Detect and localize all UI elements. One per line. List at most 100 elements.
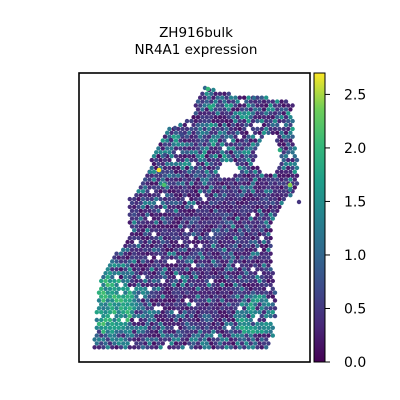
spot-marker (110, 298, 115, 303)
spot-marker (200, 107, 205, 112)
spot-marker (268, 274, 273, 280)
spot-marker (257, 341, 262, 346)
spot-marker (162, 274, 168, 280)
spot-marker (154, 189, 159, 194)
spot-marker (264, 173, 269, 178)
spot-marker (151, 247, 157, 252)
spot-marker (184, 220, 190, 225)
spot-marker (266, 177, 271, 182)
spot-marker (242, 282, 247, 288)
spot-marker (145, 235, 150, 241)
spot-marker (248, 200, 253, 206)
spot-marker (134, 310, 139, 315)
spot-marker (233, 345, 238, 350)
spot-marker (202, 111, 207, 116)
spot-marker (275, 177, 280, 182)
spot-marker (158, 274, 163, 280)
spot-marker (220, 321, 225, 327)
spot-marker (233, 118, 238, 124)
spot-marker (149, 259, 154, 264)
spot-marker (182, 185, 187, 190)
spot-marker (99, 278, 104, 284)
spot-marker (206, 345, 212, 350)
spot-marker (200, 154, 205, 159)
spot-marker (266, 325, 271, 330)
spot-marker (171, 243, 176, 249)
spot-marker (226, 193, 231, 198)
spot-marker (187, 271, 192, 276)
spot-marker (283, 130, 289, 135)
spot-marker (132, 313, 137, 319)
spot-marker (255, 290, 260, 295)
spot-marker (147, 278, 152, 284)
spot-marker (193, 251, 198, 256)
spot-marker (235, 224, 240, 229)
spot-marker (235, 294, 240, 299)
spot-marker (191, 271, 196, 276)
spot-marker (228, 189, 234, 194)
spot-marker (231, 177, 236, 182)
spot-marker (211, 251, 216, 256)
spot-marker (116, 271, 122, 276)
spot-marker (132, 290, 137, 295)
spot-marker (213, 169, 218, 174)
spot-marker (215, 134, 220, 139)
spot-marker (136, 329, 141, 334)
spot-marker (202, 337, 207, 342)
spot-marker (215, 235, 220, 241)
spot-marker (180, 157, 185, 163)
spot-marker (270, 200, 275, 206)
spot-marker (202, 220, 207, 225)
spot-marker (272, 173, 278, 178)
spot-marker (147, 302, 152, 307)
spot-marker (235, 325, 240, 330)
spot-marker (283, 161, 289, 167)
spot-marker (184, 165, 190, 171)
spot-marker (220, 337, 225, 342)
spot-marker (169, 333, 174, 338)
spot-marker (202, 134, 207, 139)
spot-marker (193, 134, 198, 139)
spot-marker (173, 317, 179, 323)
spot-marker (140, 345, 146, 350)
spot-marker (211, 134, 216, 139)
spot-marker (162, 321, 168, 327)
spot-marker (171, 329, 176, 334)
spot-marker (143, 232, 148, 237)
spot-marker (180, 196, 185, 202)
spot-marker (231, 224, 236, 229)
spot-marker (272, 306, 278, 311)
spot-marker (281, 181, 286, 186)
spot-marker (173, 263, 179, 268)
spot-marker (178, 224, 183, 229)
spot-marker (270, 294, 275, 299)
spot-marker (176, 157, 181, 163)
spot-marker (156, 286, 161, 291)
spot-marker (261, 99, 267, 104)
spot-marker (235, 115, 240, 120)
spot-marker (118, 306, 124, 311)
spot-marker (255, 259, 260, 264)
spot-marker (178, 138, 183, 143)
spot-marker (123, 313, 128, 319)
spot-marker (279, 185, 284, 190)
spot-marker (136, 321, 141, 327)
spot-marker (259, 298, 264, 303)
spot-marker (211, 196, 216, 202)
spot-marker (264, 267, 269, 272)
spot-marker (156, 232, 161, 237)
spot-marker (162, 228, 168, 233)
spot-marker (193, 267, 198, 272)
spot-marker (294, 165, 300, 171)
spot-marker (191, 200, 196, 206)
spot-marker (209, 224, 214, 229)
spot-marker (246, 220, 251, 225)
spot-marker (200, 341, 205, 346)
spot-marker (195, 115, 201, 120)
spot-marker (134, 325, 139, 330)
spot-marker (215, 118, 220, 124)
spot-marker (211, 103, 216, 108)
spot-marker (105, 337, 111, 342)
spot-marker (198, 204, 203, 210)
spot-marker (228, 228, 234, 233)
